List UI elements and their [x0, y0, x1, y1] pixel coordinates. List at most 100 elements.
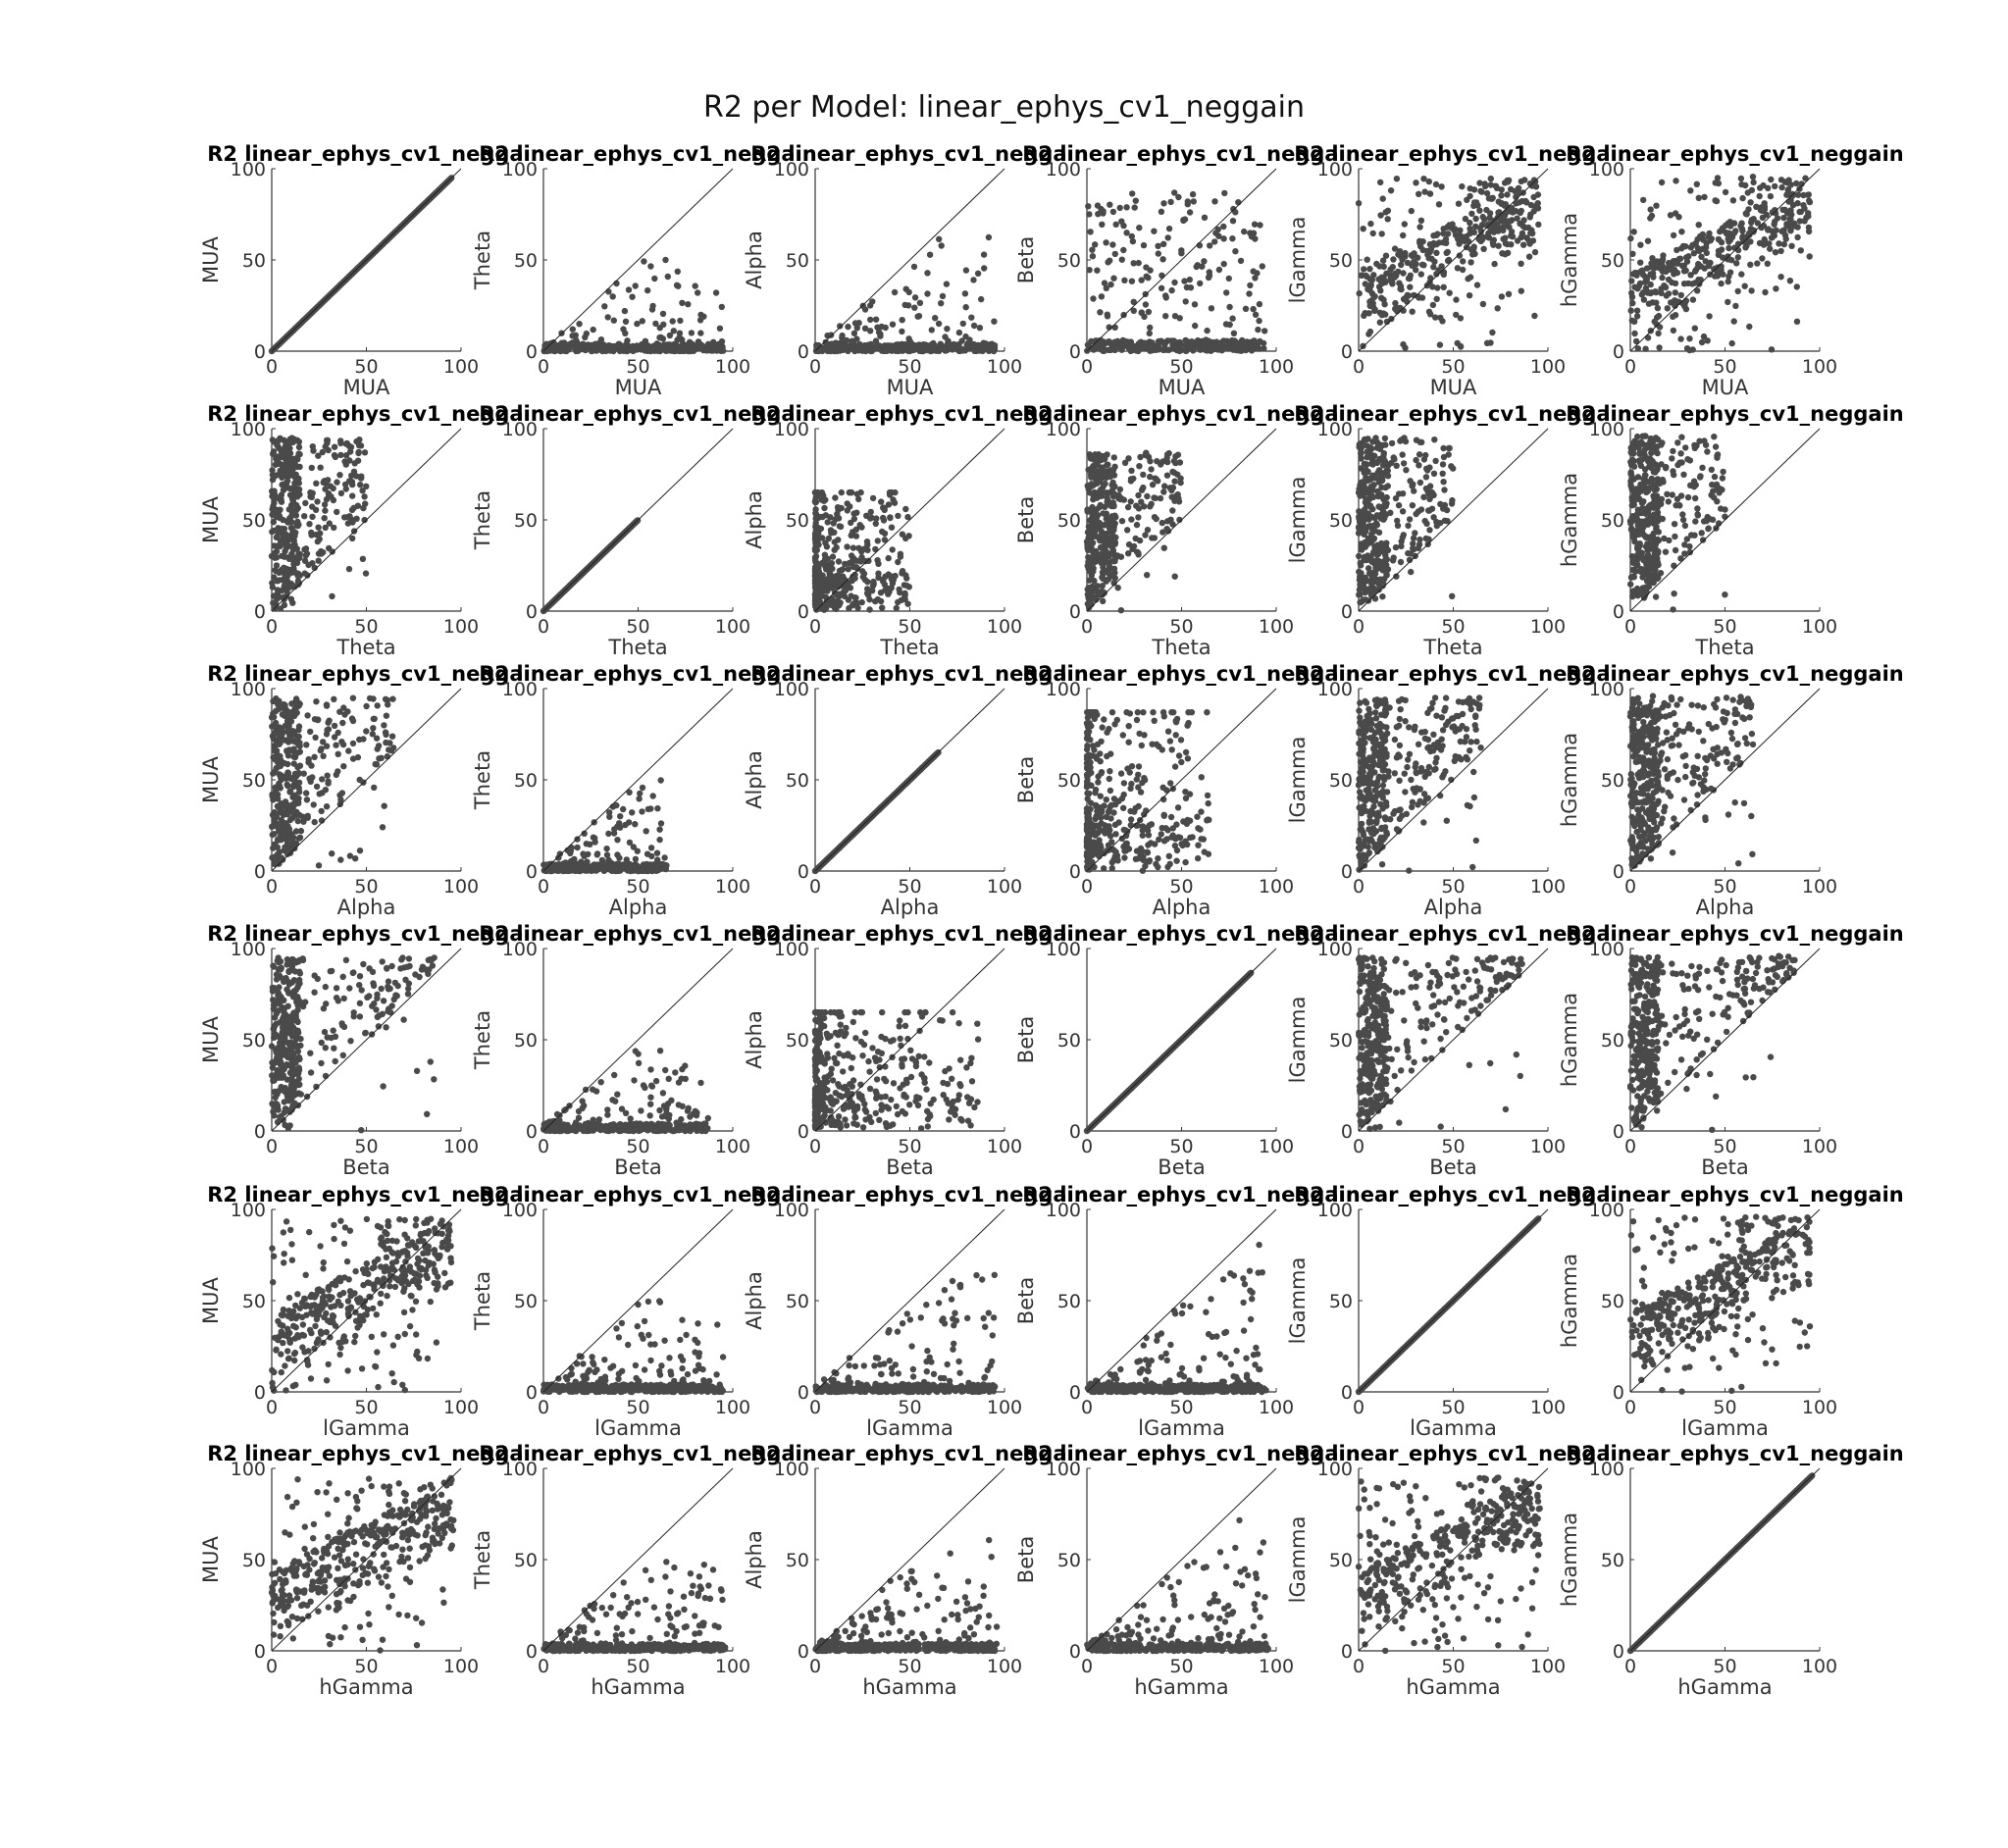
data-point: [1100, 597, 1107, 605]
x-tick-label: 100: [1259, 356, 1294, 378]
data-point: [917, 345, 924, 353]
data-point: [1128, 232, 1136, 240]
data-point: [1221, 189, 1228, 197]
panel-mua-vs-alpha: R2 linear_ephys_cv1_neggain005050100100M…: [743, 142, 1089, 399]
data-point: [1638, 291, 1646, 298]
data-point: [1098, 340, 1105, 347]
data-point: [1634, 433, 1641, 440]
data-point: [1680, 471, 1687, 478]
data-point: [831, 604, 839, 611]
data-point: [1120, 222, 1127, 230]
data-point: [1673, 246, 1680, 254]
data-point: [1380, 452, 1387, 459]
data-point: [1664, 305, 1672, 312]
data-point: [1129, 190, 1136, 197]
data-point: [639, 318, 645, 325]
data-point: [337, 439, 344, 447]
data-point: [304, 572, 311, 579]
data-point: [955, 329, 963, 336]
data-point: [924, 290, 931, 297]
data-point: [1086, 267, 1093, 274]
data-point: [1531, 248, 1539, 256]
data-point: [849, 337, 855, 344]
data-point: [823, 578, 830, 585]
data-point: [813, 492, 821, 500]
data-point: [1698, 338, 1706, 346]
data-point: [315, 452, 322, 459]
data-point: [1171, 478, 1178, 485]
data-point: [345, 565, 353, 573]
data-point: [624, 337, 631, 344]
data-point: [1777, 247, 1784, 255]
data-point: [1135, 491, 1142, 499]
data-point: [309, 489, 316, 496]
data-point: [857, 488, 864, 496]
x-tick-label: 50: [1169, 356, 1193, 378]
data-point: [585, 345, 592, 352]
data-point: [1376, 445, 1384, 453]
data-point: [1440, 444, 1447, 452]
data-point: [1159, 529, 1166, 536]
data-point: [1136, 225, 1143, 231]
data-point: [1109, 479, 1116, 487]
data-point: [677, 317, 684, 325]
data-point: [853, 335, 860, 342]
x-tick-label: 100: [443, 616, 479, 638]
data-point: [666, 332, 674, 339]
data-point: [1768, 346, 1776, 353]
data-point: [288, 501, 295, 509]
data-point: [1472, 215, 1479, 223]
data-point: [869, 583, 877, 590]
data-point: [652, 320, 659, 328]
data-point: [1633, 514, 1640, 521]
data-point: [1127, 476, 1135, 483]
data-point: [1165, 225, 1173, 232]
data-point: [1400, 460, 1408, 467]
y-tick-label: 50: [1601, 250, 1624, 272]
x-tick-label: 100: [443, 356, 479, 378]
y-tick-label: 100: [1589, 419, 1624, 440]
data-point: [943, 281, 951, 287]
data-point: [1730, 230, 1738, 236]
data-point: [904, 600, 911, 607]
x-axis-label: MUA: [343, 376, 390, 399]
data-point: [1478, 236, 1486, 243]
data-point: [1362, 310, 1368, 317]
data-point: [1103, 515, 1109, 523]
data-point: [1417, 217, 1425, 224]
data-point: [343, 439, 350, 447]
data-point: [290, 561, 297, 568]
data-point: [906, 344, 914, 351]
data-point: [1104, 461, 1110, 469]
data-point: [314, 538, 321, 545]
data-point: [1387, 509, 1394, 516]
data-point: [858, 524, 865, 531]
data-point: [1215, 266, 1223, 274]
data-point: [1097, 478, 1104, 486]
data-point: [1772, 249, 1779, 256]
data-point: [651, 275, 658, 282]
data-point: [1440, 479, 1447, 486]
data-point: [1162, 294, 1170, 301]
data-point: [317, 530, 324, 537]
data-point: [1100, 564, 1107, 571]
data-point: [362, 500, 369, 507]
data-point: [327, 483, 335, 489]
data-point: [1409, 482, 1416, 489]
data-point: [354, 502, 362, 509]
data-point: [1358, 449, 1364, 457]
data-point: [1398, 261, 1405, 269]
data-point: [1672, 289, 1679, 296]
data-point: [1110, 527, 1117, 534]
data-point: [1722, 506, 1728, 513]
data-point: [1730, 318, 1737, 325]
data-point: [1379, 474, 1386, 482]
data-point: [1670, 447, 1676, 455]
data-point: [1757, 184, 1764, 191]
data-point: [1712, 443, 1720, 450]
data-point: [811, 498, 819, 505]
data-point: [1651, 570, 1658, 577]
data-point: [334, 508, 340, 516]
y-axis-label: Theta: [471, 231, 494, 290]
data-point: [1371, 527, 1379, 535]
